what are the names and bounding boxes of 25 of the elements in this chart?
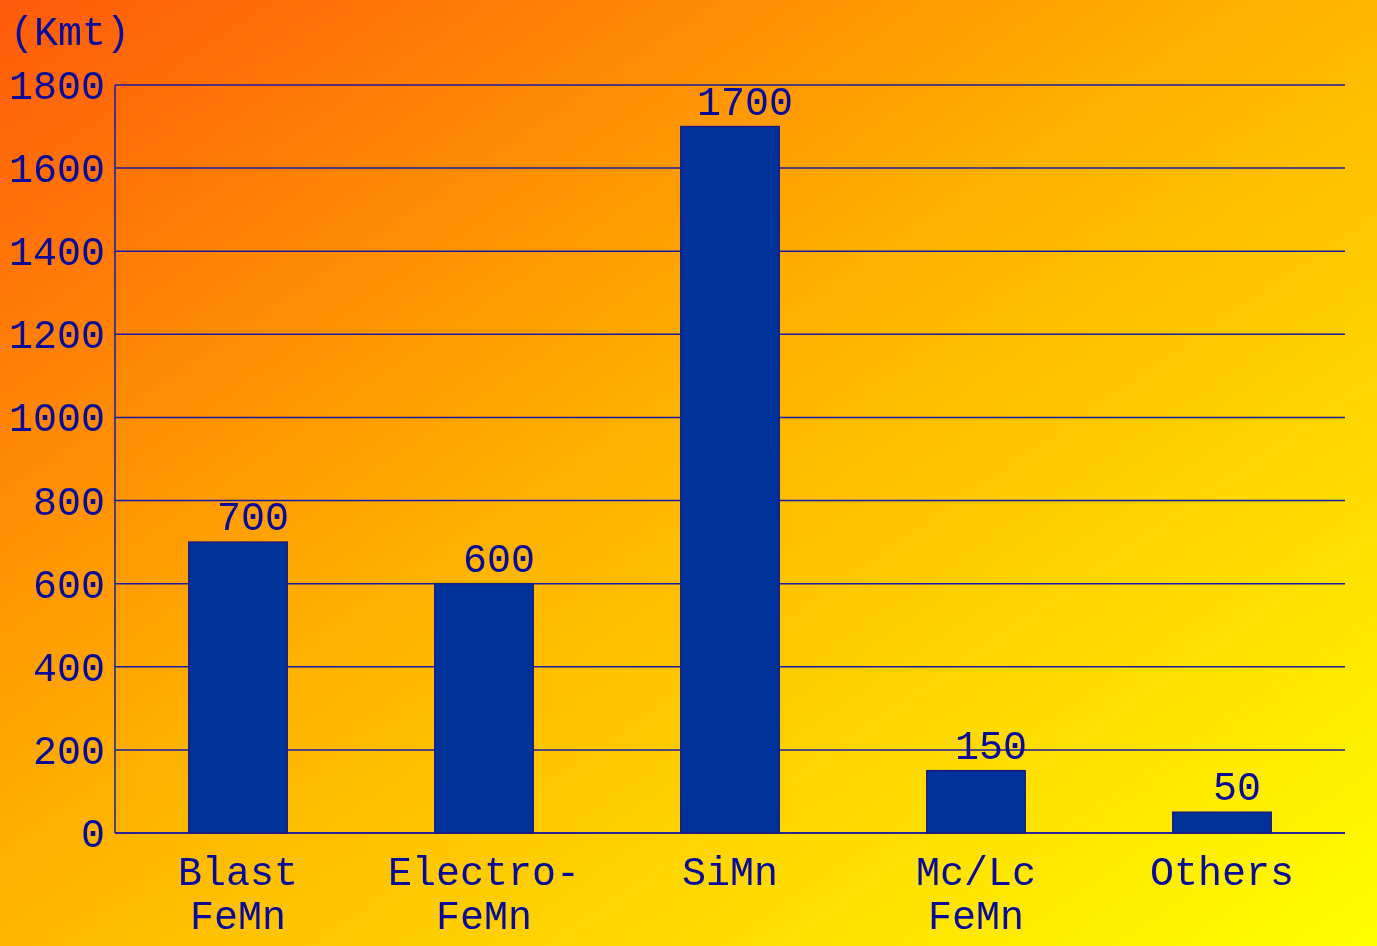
x-tick-label: Others bbox=[1149, 852, 1295, 897]
y-axis-title: (Kmt) bbox=[10, 12, 131, 57]
data-label: 50 bbox=[1212, 767, 1262, 813]
data-label: 700 bbox=[216, 497, 290, 543]
y-tick-label: 800 bbox=[32, 481, 105, 527]
y-tick-label: 1000 bbox=[8, 398, 105, 444]
bar bbox=[188, 541, 288, 834]
y-tick-label: 200 bbox=[32, 730, 105, 776]
x-tick-label: Electro-FeMn bbox=[387, 852, 581, 941]
bar bbox=[434, 582, 534, 834]
y-tick-label: 0 bbox=[80, 814, 105, 859]
x-tick-label: Mc/Lc FeMn bbox=[915, 852, 1037, 941]
x-tick-label: Blast FeMn bbox=[177, 852, 299, 941]
y-tick-label: 1200 bbox=[8, 315, 105, 361]
y-tick-label: 1800 bbox=[8, 66, 105, 111]
bar bbox=[926, 769, 1026, 834]
y-tick-label: 1600 bbox=[8, 149, 105, 195]
bar bbox=[680, 125, 780, 834]
y-tick-label: 600 bbox=[32, 564, 105, 610]
y-tick-label: 400 bbox=[32, 647, 105, 693]
x-tick-label: SiMn bbox=[681, 852, 779, 897]
bar bbox=[1172, 811, 1272, 834]
data-label: 1700 bbox=[696, 81, 794, 127]
data-label: 600 bbox=[462, 538, 536, 584]
y-tick-label: 1400 bbox=[8, 232, 105, 278]
